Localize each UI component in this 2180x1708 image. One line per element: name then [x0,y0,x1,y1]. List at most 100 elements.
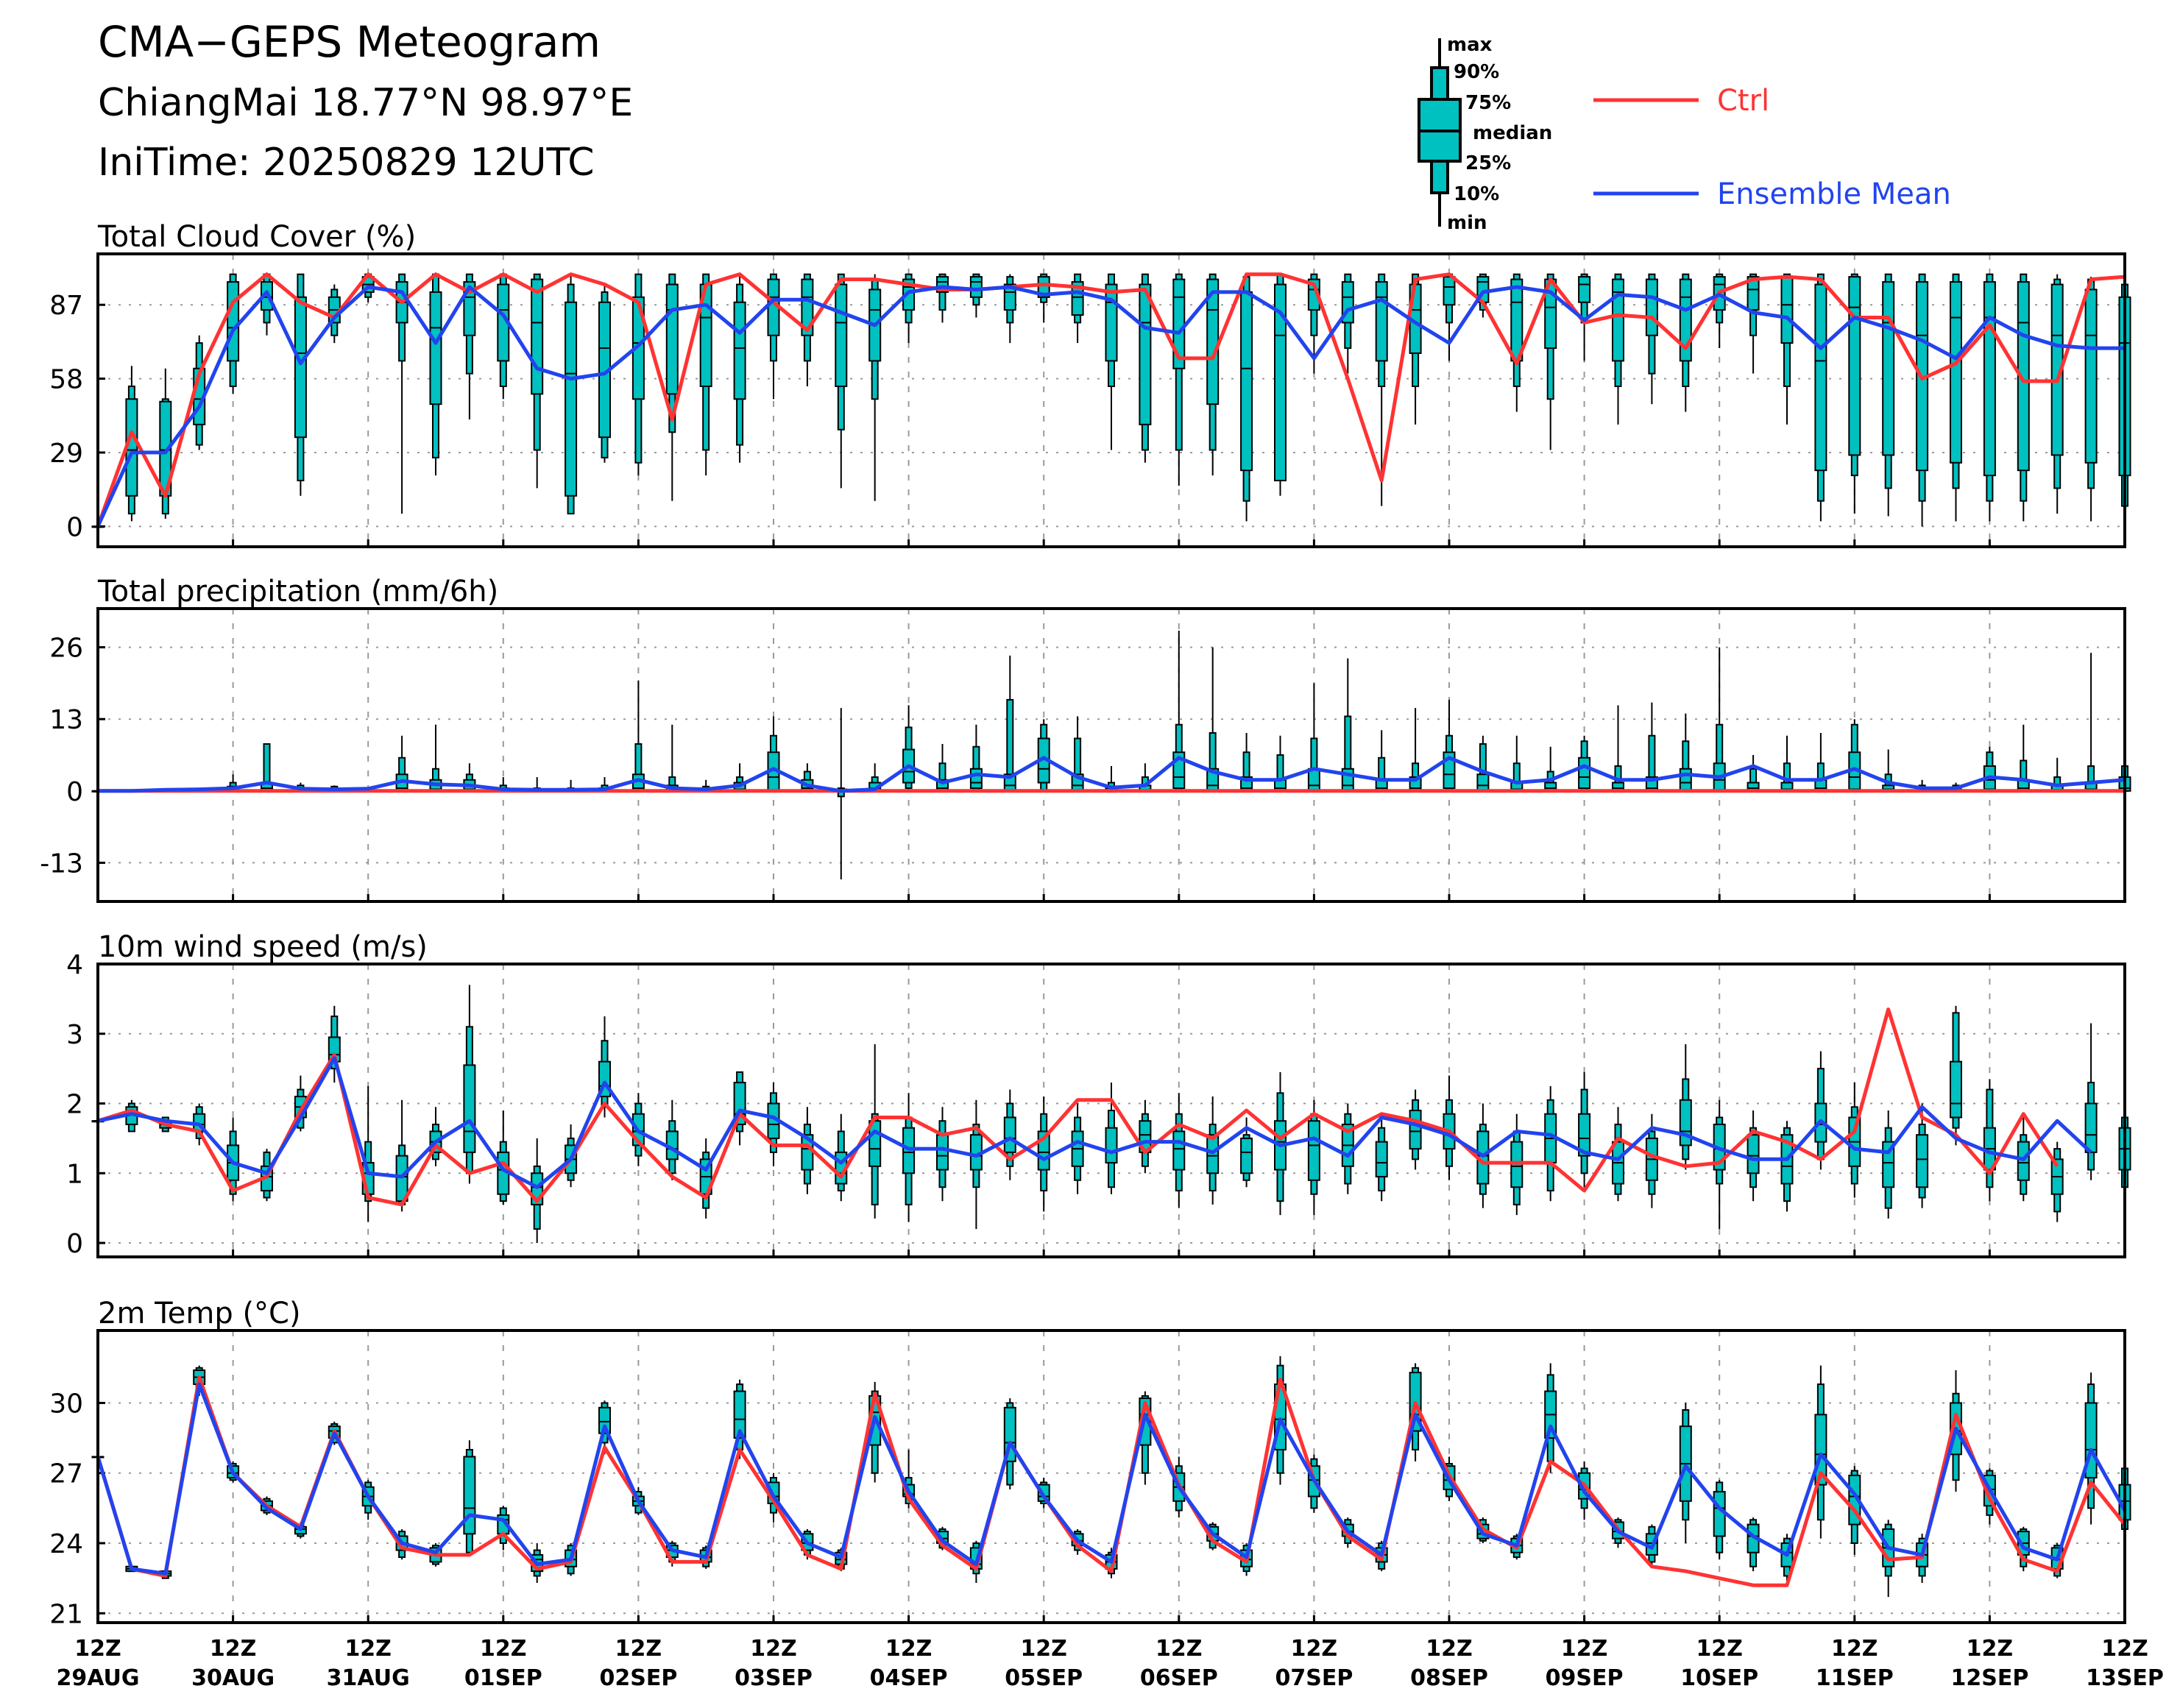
temp-frame [96,1329,2126,1624]
precip-ytick-label: 13 [49,705,83,735]
wind-box [1882,1110,1895,1219]
time-tick-hour: 12Z [480,1636,527,1662]
cloud-ytick-label: 58 [49,365,83,395]
wind-box [429,1107,442,1166]
time-tick-hour: 12Z [1967,1636,2014,1662]
cloud-box [767,273,780,400]
precip-box [1240,732,1253,792]
cloud-box [1747,273,1760,374]
precip-box [429,724,442,792]
legend-min-label: min [1447,212,1487,234]
cloud-box [2084,277,2098,522]
wind-box [328,1005,341,1083]
precip-ytick-label: 0 [66,777,83,807]
legend-p90-label: 90% [1454,61,1499,83]
wind-box-iqr [1747,1134,1760,1174]
cloud-box-iqr [1612,278,1624,362]
wind-box [1814,1051,1827,1170]
cloud-box [1510,273,1523,412]
cloud-box [969,273,983,318]
time-tick-date: 04SEP [870,1665,948,1691]
time-tick-date: 01SEP [464,1665,542,1691]
cloud-box [631,273,645,476]
cloud-box [125,366,138,522]
cloud-box [1139,273,1152,463]
panels: Total Cloud Cover (%) 0 29 58 87 Total precip… [40,220,2131,1629]
precip-box-iqr [1307,768,1320,792]
cloud-frame [96,252,2126,548]
temp-ctrl-line [96,1375,2126,1587]
wind-box [1983,1079,1996,1202]
precip-box [835,708,848,879]
wind-box [1003,1089,1016,1180]
wind-box-iqr [1240,1137,1253,1174]
precip-box [767,716,780,792]
wind-box [1747,1110,1760,1202]
time-tick-date: 10SEP [1680,1665,1758,1691]
cloud-box [1814,273,1827,522]
cloud-box [497,273,510,400]
cloud-box [1612,273,1624,425]
cloud-box-iqr [1071,281,1084,316]
cloud-box-iqr [1510,278,1523,362]
wind-box-iqr [1679,1099,1692,1147]
wind-box [2084,1023,2098,1180]
time-tick-date: 06SEP [1140,1665,1218,1691]
cloud-box-iqr [1375,281,1388,362]
time-tick-hour: 12Z [344,1636,392,1662]
wind-box [1443,1075,1456,1180]
wind-box [665,1099,679,1180]
cloud-box-iqr [1645,278,1658,336]
cloud-box [1780,273,1794,425]
legend-p25-label: 25% [1465,152,1511,174]
cloud-box-iqr [1274,283,1287,482]
precip-panel: Total precipitation (mm/6h) -13 0 13 26 [40,575,2131,903]
time-tick-date: 30AUG [191,1665,275,1691]
time-tick-hour: 12Z [750,1636,797,1662]
wind-box [1578,1071,1591,1188]
cloud-box-iqr [1882,281,1895,456]
cloud-box [1544,273,1557,450]
wind-box-iqr [1409,1110,1422,1150]
cloud-box [868,274,882,501]
time-tick-date: 12SEP [1950,1665,2028,1691]
cloud-box [1409,273,1422,425]
wind-box-iqr [1578,1113,1591,1157]
time-tick-date: 11SEP [1816,1665,1894,1691]
time-tick-date: 07SEP [1275,1665,1353,1691]
temp-panel: 2m Temp (°C) 21 24 27 30 [49,1297,2131,1629]
wind-box-iqr [463,1064,476,1153]
time-tick-date: 03SEP [735,1665,813,1691]
location-line: ChiangMai 18.77°N 98.97°E [98,81,633,125]
cloud-box-iqr [1578,276,1591,303]
precip-box [1544,746,1557,792]
cloud-box [1848,273,1861,514]
wind-box [1037,1096,1050,1212]
temp-ensemble-mean-line [96,1382,2127,1576]
temp-box [1544,1363,1557,1473]
wind-box [1375,1113,1388,1202]
temp-box [1747,1517,1760,1572]
time-tick-date: 09SEP [1546,1665,1624,1691]
cloud-box [902,273,916,344]
temp-box [1713,1480,1726,1560]
temp-box [1037,1478,1050,1509]
wind-box [1139,1099,1152,1174]
init-time-line: IniTime: 20250829 12UTC [98,141,595,185]
precip-box [1037,719,1050,792]
legend-median-label: median [1473,122,1552,144]
cloud-box [2050,274,2064,514]
cloud-box [835,273,848,489]
precip-boxplots [91,631,2131,879]
cloud-box-iqr [531,278,544,395]
time-tick-hour: 12Z [1426,1636,1473,1662]
cloud-box [1916,273,1929,527]
time-tick-hour: 12Z [885,1636,932,1662]
wind-box [1341,1103,1354,1194]
cloud-box-iqr [1747,276,1760,311]
precip-box [665,724,679,792]
legend-ctrl-label: Ctrl [1717,84,1769,118]
cloud-box [1443,273,1456,361]
precip-box [1814,732,1827,792]
precip-ytick-label: -13 [40,848,83,879]
